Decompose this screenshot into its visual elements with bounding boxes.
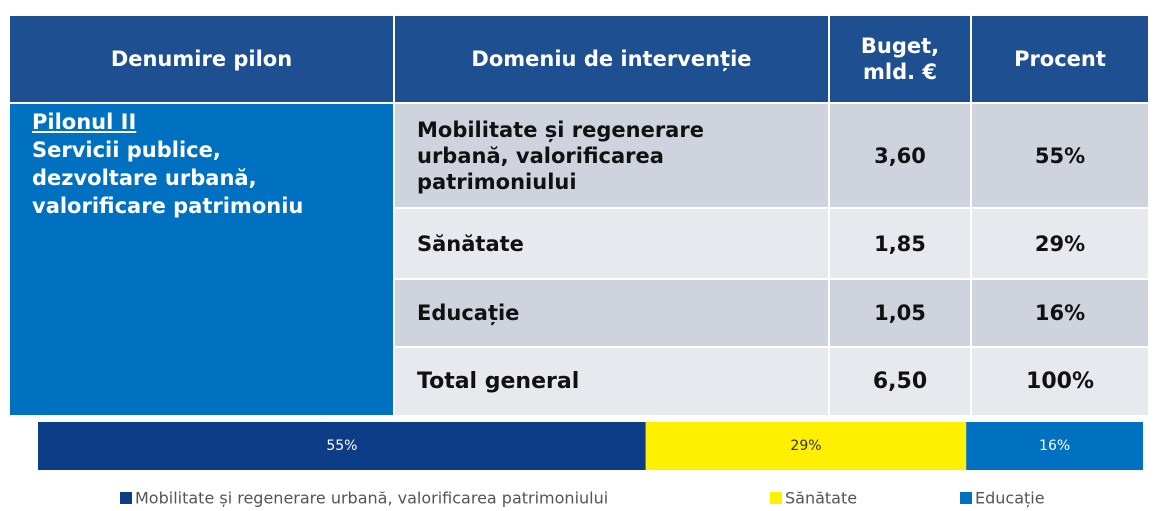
cell: Total general: [393, 346, 830, 417]
cell: 3,60: [828, 102, 972, 209]
header-cell: Denumire pilon: [8, 14, 395, 104]
row: Educație 1,05 16%: [9, 278, 1150, 348]
cell: 1,85: [828, 207, 972, 280]
budget-table: Denumire pilon Domeniu de intervenție Bu…: [8, 14, 1150, 417]
cell: Mobilitate și regenerare urbană, valorif…: [393, 102, 830, 209]
header-cell: Domeniu de intervenție: [393, 14, 830, 104]
cell: 1,05: [828, 278, 972, 348]
legend-swatch: [960, 492, 972, 504]
pillar-description: Servicii publice, dezvoltare urbană, val…: [32, 138, 304, 218]
cell: 100%: [970, 346, 1150, 417]
data-label: 16%: [1039, 438, 1070, 454]
cell: Sănătate: [393, 207, 830, 280]
cell: 55%: [970, 102, 1150, 209]
row: Sănătate 1,85 29%: [9, 207, 1150, 280]
header-cell: Procent: [970, 14, 1150, 104]
legend-swatch: [120, 492, 132, 504]
header-cell: Buget, mld. €: [828, 14, 972, 104]
cell: 6,50: [828, 346, 972, 417]
legend-swatch: [770, 492, 782, 504]
bar-segment: [966, 422, 1143, 470]
pillar-cell: Pilonul II Servicii publice, dezvoltare …: [8, 102, 395, 417]
row: Total general 6,50 100%: [9, 346, 1150, 417]
data-label: 55%: [326, 438, 357, 454]
legend-label: Educație: [975, 489, 1045, 508]
data-label: 29%: [790, 438, 821, 454]
cell: 16%: [970, 278, 1150, 348]
cell: 29%: [970, 207, 1150, 280]
legend-label: Mobilitate și regenerare urbană, valorif…: [135, 489, 608, 508]
bar-segment: [38, 422, 646, 470]
pillar-name: Pilonul II: [32, 110, 137, 134]
row: Pilonul II Servicii publice, dezvoltare …: [8, 102, 1150, 417]
cell: Educație: [393, 278, 830, 348]
legend-label: Sănătate: [785, 489, 857, 508]
bar-segment: [645, 422, 967, 470]
header-row: Denumire pilon Domeniu de intervenție Bu…: [8, 14, 1150, 104]
